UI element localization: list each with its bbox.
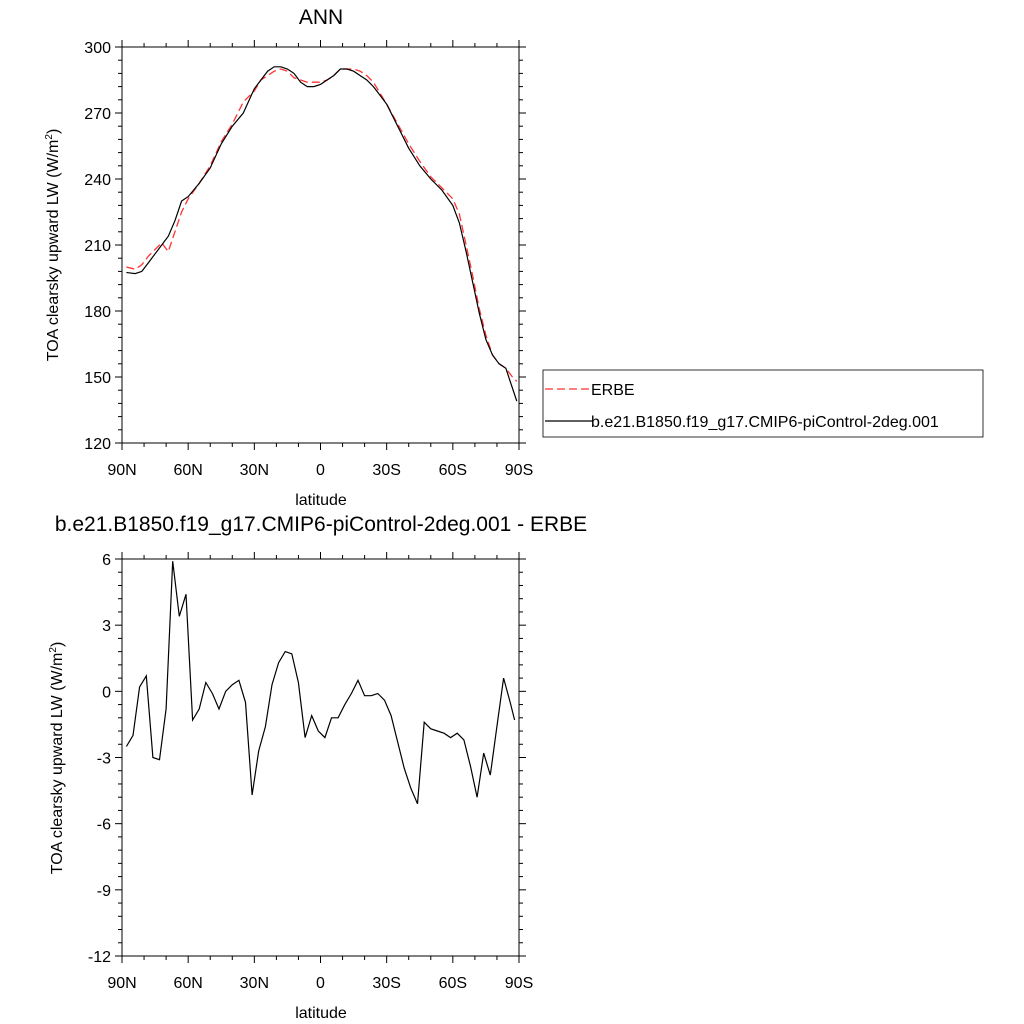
top-x-ticks [121,40,520,450]
x-tick-label: 90S [505,462,533,479]
top-y-axis-label-sup: 2 [44,134,55,140]
model-line [126,66,518,402]
top-panel: ANN 120 150 180 210 240 270 300 90N 60N 30N 0 30S 6… [44,6,984,509]
x-tick-label: 60N [173,975,202,992]
x-tick-label: 0 [316,975,325,992]
legend-label-erbe: ERBE [591,382,635,399]
x-tick-label: 30S [372,462,400,479]
legend: ERBE b.e21.B1850.f19_g17.CMIP6-piControl… [542,369,984,438]
y-tick-label: 180 [84,304,111,321]
x-tick-label: 30N [240,462,269,479]
bottom-title: b.e21.B1850.f19_g17.CMIP6-piControl-2deg… [55,513,587,536]
bottom-x-tick-labels: 90N 60N 30N 0 30S 60S 90S [107,975,533,992]
x-tick-label: 60S [439,462,467,479]
top-y-tick-labels: 120 150 180 210 240 270 300 [84,40,111,453]
y-tick-label: 150 [84,370,111,387]
top-plot-frame [121,46,520,444]
y-tick-label: -9 [97,883,111,900]
top-y-axis-label-close: ) [45,129,62,134]
erbe-line [126,68,518,382]
x-tick-label: 0 [316,462,325,479]
x-tick-label: 30N [240,975,269,992]
y-tick-label: -12 [88,949,111,966]
y-tick-label: -3 [97,751,111,768]
bottom-series-group [125,561,516,805]
y-tick-label: 240 [84,172,111,189]
top-series-group [126,66,518,402]
top-x-axis-label: latitude [295,492,347,509]
bottom-y-axis-label: TOA clearsky upward LW (W/m2) [48,642,66,875]
legend-label-model: b.e21.B1850.f19_g17.CMIP6-piControl-2deg… [591,414,939,431]
bottom-y-axis-label-close: ) [49,642,66,647]
x-tick-label: 60S [439,975,467,992]
bottom-x-axis-label: latitude [295,1005,347,1022]
x-tick-label: 90N [107,462,136,479]
bottom-y-axis-label-sup: 2 [48,647,59,653]
y-tick-label: 270 [84,106,111,123]
y-tick-label: -6 [97,817,111,834]
bottom-y-axis-label-main: TOA clearsky upward LW (W/m [49,653,66,875]
legend-box [542,369,984,438]
y-tick-label: 300 [84,40,111,57]
bottom-x-ticks [121,552,520,963]
difference-line [125,561,516,805]
bottom-plot-frame [121,558,520,957]
x-tick-label: 30S [372,975,400,992]
bottom-y-ticks [115,558,526,957]
top-y-ticks [115,46,526,444]
top-x-tick-labels: 90N 60N 30N 0 30S 60S 90S [107,462,533,479]
top-y-axis-label-main: TOA clearsky upward LW (W/m [45,140,62,362]
x-tick-label: 90S [505,975,533,992]
y-tick-label: 0 [102,684,111,701]
y-tick-label: 210 [84,238,111,255]
x-tick-label: 90N [107,975,136,992]
y-tick-label: 6 [102,552,111,569]
bottom-y-tick-labels: -12 -9 -6 -3 0 3 6 [88,552,111,966]
top-y-axis-label: TOA clearsky upward LW (W/m2) [44,129,62,362]
top-title: ANN [299,6,343,29]
y-tick-label: 120 [84,436,111,453]
bottom-panel: b.e21.B1850.f19_g17.CMIP6-piControl-2deg… [48,513,587,1022]
x-tick-label: 60N [173,462,202,479]
y-tick-label: 3 [102,618,111,635]
